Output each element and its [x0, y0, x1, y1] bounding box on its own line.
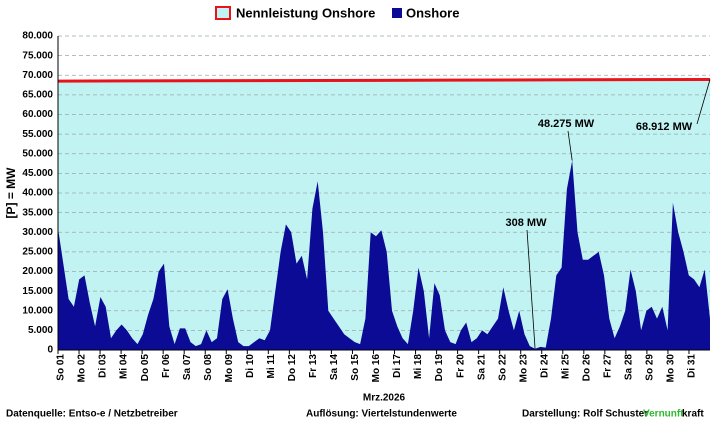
annotation-arrow	[696, 79, 711, 125]
y-tick-label: 70.000	[22, 70, 53, 81]
x-tick-label: Mi 04	[119, 354, 130, 379]
footer-source: Datenquelle: Entso-e / Netzbetreiber	[6, 409, 178, 420]
annotation-arrow	[526, 229, 536, 349]
x-tick-label: Do 26	[581, 354, 592, 382]
x-tick-label: Mo 16	[371, 354, 382, 383]
x-tick-label: Di 10	[245, 354, 256, 378]
y-tick-label: 5.000	[28, 325, 53, 336]
x-tick-label: Do 12	[287, 354, 298, 382]
y-tick-label: 80.000	[22, 31, 53, 42]
annotation: 68.912 MW	[636, 121, 693, 133]
legend-swatch	[392, 8, 402, 18]
x-tick-label: Di 17	[392, 354, 403, 378]
footer-author: Darstellung: Rolf Schuster	[522, 409, 648, 420]
y-tick-label: 10.000	[22, 305, 53, 316]
capacity-line	[57, 78, 711, 83]
x-axis-title: Mrz.2026	[363, 393, 406, 404]
annotation: 48.275 MW	[538, 118, 595, 130]
x-tick-label: So 08	[203, 354, 214, 381]
x-tick-label: Sa 21	[476, 354, 487, 381]
x-tick-label: Di 24	[539, 354, 550, 378]
y-tick-label: 40.000	[22, 188, 53, 199]
y-tick-label: 25.000	[22, 247, 53, 258]
footer-resolution: Auflösung: Viertelstundenwerte	[306, 409, 457, 420]
annotation: 308 MW	[506, 217, 548, 229]
y-tick-label: 50.000	[22, 148, 53, 159]
x-tick-label: Mo 30	[666, 354, 677, 383]
x-tick-label: Mi 25	[560, 354, 571, 379]
x-tick-label: Fr 06	[161, 354, 172, 378]
legend-swatch	[215, 6, 231, 20]
legend-label: Onshore	[406, 5, 459, 20]
x-tick-label: Mo 02	[77, 354, 88, 383]
x-tick-label: So 22	[497, 354, 508, 381]
x-tick-label: Mo 09	[224, 354, 235, 383]
y-tick-label: 55.000	[22, 129, 53, 140]
y-tick-label: 45.000	[22, 168, 53, 179]
x-tick-label: Mi 11	[266, 354, 277, 379]
y-tick-label: 75.000	[22, 50, 53, 61]
annotation-arrow	[567, 130, 573, 161]
x-tick-label: Fr 13	[308, 354, 319, 378]
y-tick-label: 35.000	[22, 207, 53, 218]
x-tick-label: Mo 23	[518, 354, 529, 383]
y-tick-label: 0	[47, 345, 53, 356]
y-axis-title: [P] = MW	[4, 167, 18, 219]
onshore-area	[58, 160, 710, 350]
y-tick-label: 30.000	[22, 227, 53, 238]
x-tick-label: Mi 18	[413, 354, 424, 379]
y-tick-label: 65.000	[22, 90, 53, 101]
footer-brand: Vernunft	[643, 409, 684, 420]
x-tick-label: Sa 14	[329, 354, 340, 381]
x-tick-label: Do 05	[140, 354, 151, 382]
x-tick-label: Fr 20	[455, 354, 466, 378]
capacity-fill	[58, 79, 710, 351]
x-tick-label: Di 03	[98, 354, 109, 378]
x-tick-label: Di 31	[687, 354, 698, 378]
x-tick-label: So 15	[350, 354, 361, 381]
x-tick-label: Sa 28	[624, 354, 635, 381]
x-tick-label: Fr 27	[602, 354, 613, 378]
x-tick-label: Sa 07	[182, 354, 193, 381]
x-tick-label: Do 19	[434, 354, 445, 382]
x-tick-label: So 29	[645, 354, 656, 381]
y-tick-label: 20.000	[22, 266, 53, 277]
legend-label: Nennleistung Onshore	[236, 5, 375, 20]
footer-brand: kraft	[682, 409, 704, 420]
x-tick-label: So 01	[56, 354, 67, 381]
y-tick-label: 60.000	[22, 109, 53, 120]
y-tick-label: 15.000	[22, 286, 53, 297]
